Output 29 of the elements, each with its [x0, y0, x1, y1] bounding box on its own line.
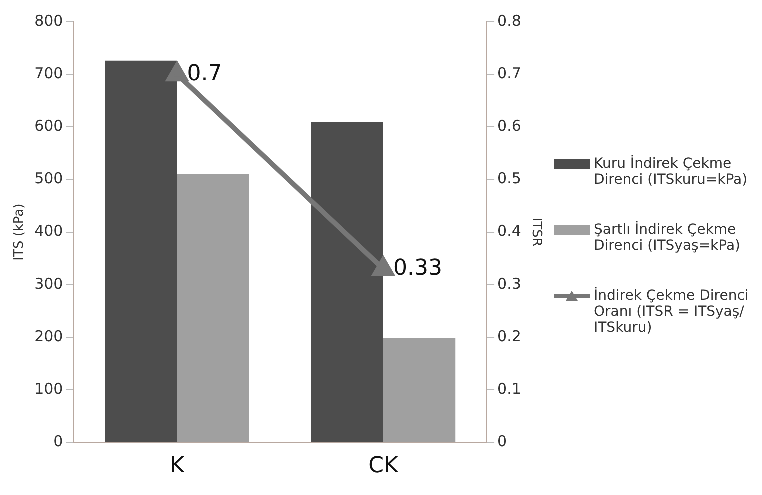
y-tick-label: 200 — [34, 327, 64, 346]
y2-tick-label: 0.8 — [498, 12, 522, 30]
x-tick-label: K — [170, 454, 186, 479]
legend-label: İndirek Çekme Direnci Oranı (ITSR = ITSyaş/ ITSkuru) — [594, 288, 750, 336]
y-tick-label: 400 — [34, 222, 64, 240]
y-tick-label: 700 — [34, 64, 64, 82]
y-axis-title: ITS (kPa) — [12, 204, 28, 261]
y-tick-label: 300 — [34, 274, 64, 293]
y2-tick-label: 0.6 — [498, 117, 522, 136]
y2-tick-label: 0 — [498, 432, 508, 450]
bar — [383, 338, 456, 442]
bar — [105, 60, 178, 442]
y-tick-label: 500 — [34, 170, 64, 188]
y2-axis-title: ITSR — [528, 218, 544, 247]
data-label: 0.33 — [393, 256, 442, 281]
y2-tick-label: 0.3 — [498, 274, 522, 293]
y-tick-label: 100 — [34, 380, 64, 398]
y-tick-label: 600 — [34, 117, 64, 136]
y2-tick-label: 0.1 — [498, 380, 522, 398]
data-label: 0.7 — [187, 61, 222, 86]
y2-tick-label: 0.2 — [498, 327, 522, 346]
y2-tick-label: 0.5 — [498, 170, 522, 188]
x-tick-label: CK — [368, 454, 399, 479]
y-tick-label: 800 — [34, 12, 64, 30]
legend-label: Kuru İndirek Çekme Direnci (ITSkuru=kPa) — [594, 156, 749, 188]
y-tick-label: 0 — [54, 432, 64, 450]
y2-tick-label: 0.7 — [498, 64, 522, 82]
legend-label: Şartlı İndirek Çekme Direnci (ITSyaş=kPa) — [594, 222, 742, 254]
y2-tick-label: 0.4 — [498, 222, 522, 240]
